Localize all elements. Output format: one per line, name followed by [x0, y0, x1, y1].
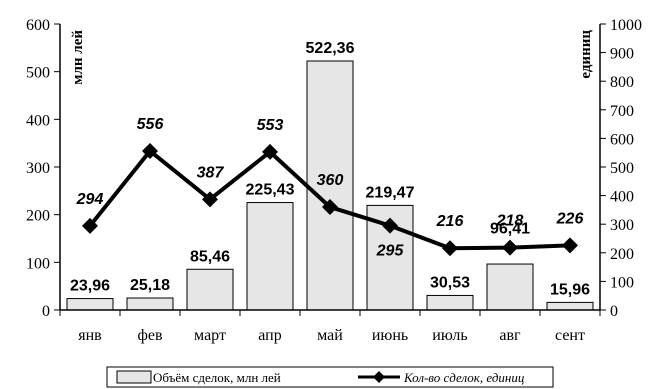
line-point	[322, 199, 338, 216]
right-y-tick-label: 500	[610, 160, 634, 177]
x-tick-label: май	[317, 327, 343, 344]
right-y-tick-label: 400	[610, 189, 634, 206]
left-y-tick-label: 500	[26, 65, 50, 82]
right-y-tick-label: 100	[610, 274, 634, 291]
bar	[186, 268, 234, 311]
legend-line-marker	[373, 371, 385, 383]
line-data-label: 295	[376, 243, 405, 260]
left-axis-title: млн лей	[70, 30, 86, 85]
line-data-labels: 294 556 387 553 360 295 216 218 226	[76, 116, 584, 260]
line-data-label: 216	[436, 213, 464, 230]
x-tick-labels: янв фев март апр май июнь июль авг сент	[78, 327, 585, 344]
line-point	[502, 239, 518, 256]
left-y-tick-label: 0	[42, 303, 50, 320]
x-tick-label: сент	[555, 327, 585, 344]
right-y-tick-label: 200	[610, 246, 634, 263]
legend-bar-label: Объём сделок, млн лей	[153, 370, 281, 385]
line-point	[382, 217, 398, 234]
legend: Объём сделок, млн лей Кол-во сделок, еди…	[106, 366, 554, 388]
right-y-tick-label: 0	[610, 303, 618, 320]
line-data-label: 294	[76, 191, 104, 208]
right-y-tick-label: 600	[610, 131, 634, 148]
x-tick-label: июнь	[372, 327, 408, 344]
bar-data-label: 30,53	[430, 274, 470, 291]
left-y-tick-label: 300	[26, 160, 50, 177]
bar	[66, 298, 114, 311]
right-y-tick-label: 800	[610, 74, 634, 91]
left-y-axis: 0 100 200 300 400 500 600	[26, 17, 60, 320]
line-data-label: 556	[137, 116, 164, 133]
x-tick-label: фев	[137, 327, 162, 344]
right-y-tick-label: 700	[610, 103, 634, 120]
line-point	[202, 191, 218, 208]
legend-bar-swatch	[116, 370, 152, 384]
left-y-tick-label: 200	[26, 208, 50, 225]
line-point	[442, 240, 458, 257]
bar	[426, 294, 474, 311]
x-tick-label: апр	[258, 327, 281, 344]
right-y-tick-label: 900	[610, 46, 634, 63]
line-data-label: 218	[496, 213, 524, 230]
left-y-tick-label: 400	[26, 112, 50, 129]
line-data-label: 387	[197, 164, 225, 181]
line-point	[82, 217, 98, 234]
right-axis-title: единиц	[578, 30, 594, 79]
line-series	[82, 142, 578, 257]
line-data-label: 360	[317, 172, 344, 189]
bar-series	[66, 60, 594, 311]
right-y-tick-label: 1000	[610, 17, 642, 34]
line-data-label: 553	[257, 117, 284, 134]
x-tick-label: июль	[432, 327, 467, 344]
bar-data-label: 96,41	[490, 221, 530, 238]
legend-box	[106, 366, 554, 388]
bar	[246, 202, 294, 311]
left-y-tick-label: 600	[26, 17, 50, 34]
bar	[126, 297, 174, 311]
bar-data-labels: 23,96 25,18 85,46 225,43 522,36 219,47 30,53 96…	[70, 40, 590, 298]
line-point	[262, 143, 278, 160]
bar	[546, 301, 594, 311]
line-data-label: 226	[556, 210, 584, 227]
right-y-tick-label: 300	[610, 217, 634, 234]
bar-data-label: 219,47	[366, 184, 415, 201]
bar-data-label: 225,43	[246, 182, 295, 199]
bar-data-label: 85,46	[190, 248, 230, 265]
line-point	[562, 237, 578, 254]
bar-data-label: 15,96	[550, 281, 590, 298]
x-tick-label: март	[194, 327, 226, 344]
bar-data-label: 23,96	[70, 278, 110, 295]
legend-line-label: Кол-во сделок, единиц	[403, 370, 525, 385]
x-tick-label: янв	[78, 327, 102, 344]
x-tick-label: авг	[499, 327, 521, 344]
bar-data-label: 522,36	[306, 40, 355, 57]
bar-data-label: 25,18	[130, 277, 170, 294]
right-y-axis: 0 100 200 300 400 500 600 700 800 900 1000	[600, 17, 642, 320]
line-point	[142, 142, 158, 159]
bar	[486, 263, 534, 311]
left-y-tick-label: 100	[26, 255, 50, 272]
